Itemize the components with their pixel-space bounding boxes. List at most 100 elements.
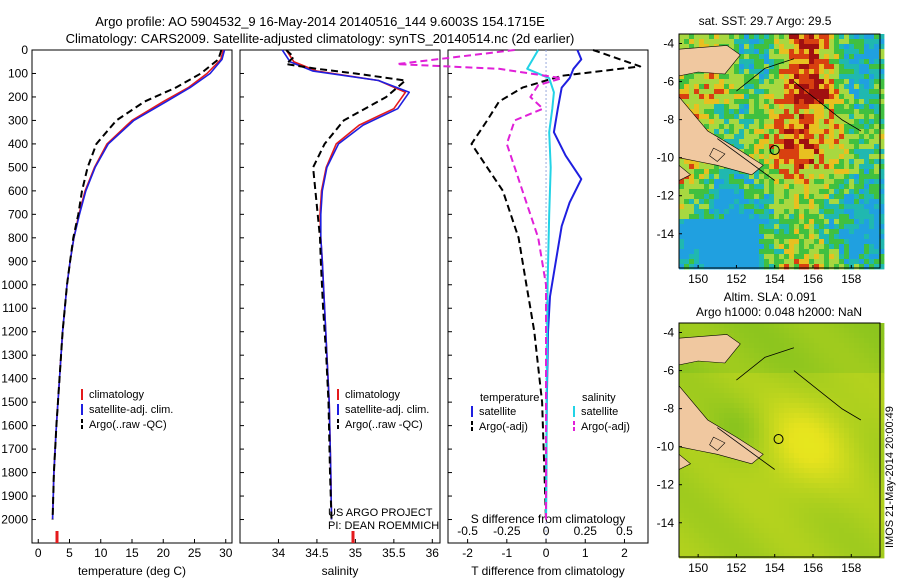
- sst-map-cell: [869, 204, 875, 210]
- sla-map-cell: [844, 543, 850, 549]
- sst-map-cell: [699, 199, 705, 205]
- sla-map-cell: [749, 528, 755, 534]
- sla-map-cell: [754, 373, 760, 379]
- sla-map-cell: [689, 388, 695, 394]
- sst-map-cell: [774, 69, 780, 75]
- sst-map-cell: [724, 254, 730, 260]
- sst-map-cell: [829, 144, 835, 150]
- sla-map-cell: [779, 448, 785, 454]
- sst-map-cell: [809, 39, 815, 45]
- sst-map-cell: [764, 49, 770, 55]
- sla-map-cell: [794, 423, 800, 429]
- sla-map-cell: [769, 363, 775, 369]
- sla-map-cell: [734, 503, 740, 509]
- sla-map-cell: [839, 358, 845, 364]
- sla-land-mass-3: [709, 436, 726, 451]
- sla-map-cell: [814, 418, 820, 424]
- sla-map-cell: [679, 473, 685, 479]
- sst-map-cell: [809, 149, 815, 155]
- sst-map-cell: [744, 89, 750, 95]
- sst-map-cell: [704, 109, 710, 115]
- sst-map-cell: [729, 194, 735, 200]
- sla-map-cell: [699, 383, 705, 389]
- difference-legend-label: satellite: [581, 406, 618, 418]
- sst-map-cell: [819, 109, 825, 115]
- sst-map-cell: [809, 174, 815, 180]
- sla-map-cell: [724, 508, 730, 514]
- sst-map-cell: [864, 199, 870, 205]
- sst-map-cell: [864, 89, 870, 95]
- sla-map-cell: [864, 543, 870, 549]
- sla-map-cell: [819, 353, 825, 359]
- sla-map-cell: [734, 363, 740, 369]
- sla-map-cell: [784, 328, 790, 334]
- sla-map-cell: [749, 428, 755, 434]
- sla-map-cell: [684, 388, 690, 394]
- sla-map-cell: [854, 383, 860, 389]
- sla-map-cell: [874, 398, 880, 404]
- sla-map-cell: [734, 508, 740, 514]
- sst-map-cell: [829, 159, 835, 165]
- sst-map-cell: [819, 254, 825, 260]
- sla-map-cell: [854, 338, 860, 344]
- sla-map-cell: [839, 513, 845, 519]
- sst-map-cell: [719, 74, 725, 80]
- sst-map-cell: [769, 164, 775, 170]
- sla-map-cell: [694, 543, 700, 549]
- sla-map-cell: [709, 393, 715, 399]
- sla-map-cell: [804, 453, 810, 459]
- sst-map-cell: [849, 234, 855, 240]
- sla-map-cell: [849, 358, 855, 364]
- sst-map-cell: [844, 234, 850, 240]
- sla-map-cell: [749, 553, 755, 559]
- sst-map-cell: [704, 229, 710, 235]
- sla-map-cell: [854, 408, 860, 414]
- sla-map-cell: [829, 393, 835, 399]
- sla-map-cell: [824, 528, 830, 534]
- sst-map-cell: [754, 184, 760, 190]
- sla-map-cell: [709, 378, 715, 384]
- sst-map-cell: [864, 59, 870, 65]
- sst-map-cell: [689, 184, 695, 190]
- sst-map-cell: [779, 189, 785, 195]
- sla-map-cell: [754, 468, 760, 474]
- sla-map-cell: [829, 333, 835, 339]
- sla-map-cell: [819, 458, 825, 464]
- sla-map-cell: [824, 458, 830, 464]
- sla-map-cell: [729, 523, 735, 529]
- sla-map-cell: [874, 378, 880, 384]
- sst-map-cell: [814, 39, 820, 45]
- sst-map-cell: [754, 149, 760, 155]
- sla-map-cell: [719, 328, 725, 334]
- sla-map-cell: [689, 393, 695, 399]
- sla-map-cell: [769, 408, 775, 414]
- sla-map-cell: [709, 518, 715, 524]
- sst-map-cell: [849, 209, 855, 215]
- sst-map-cell: [724, 174, 730, 180]
- sst-map-cell: [869, 149, 875, 155]
- sst-map-cell: [689, 164, 695, 170]
- sst-map-cell: [824, 259, 830, 265]
- sla-map-cell: [769, 443, 775, 449]
- sst-map-cell: [749, 109, 755, 115]
- sla-map-cell: [774, 433, 780, 439]
- sla-map-cell: [824, 403, 830, 409]
- sst-map-cell: [779, 259, 785, 265]
- sst-map-cell: [834, 179, 840, 185]
- sst-map-cell: [799, 159, 805, 165]
- sla-map-cell: [774, 383, 780, 389]
- sst-map-cell: [874, 104, 880, 110]
- sst-map-cell: [809, 84, 815, 90]
- sla-map-cell: [829, 458, 835, 464]
- sst-map-cell: [824, 84, 830, 90]
- sla-map-cell: [749, 508, 755, 514]
- sla-map-cell: [799, 538, 805, 544]
- sla-map-cell: [844, 538, 850, 544]
- sst-map-cell: [859, 229, 865, 235]
- sla-map-cell: [789, 488, 795, 494]
- sst-map-cell: [769, 94, 775, 100]
- sst-map-cell: [779, 229, 785, 235]
- sst-map-cell: [729, 254, 735, 260]
- sla-map-cell: [744, 513, 750, 519]
- sla-map-cell: [744, 393, 750, 399]
